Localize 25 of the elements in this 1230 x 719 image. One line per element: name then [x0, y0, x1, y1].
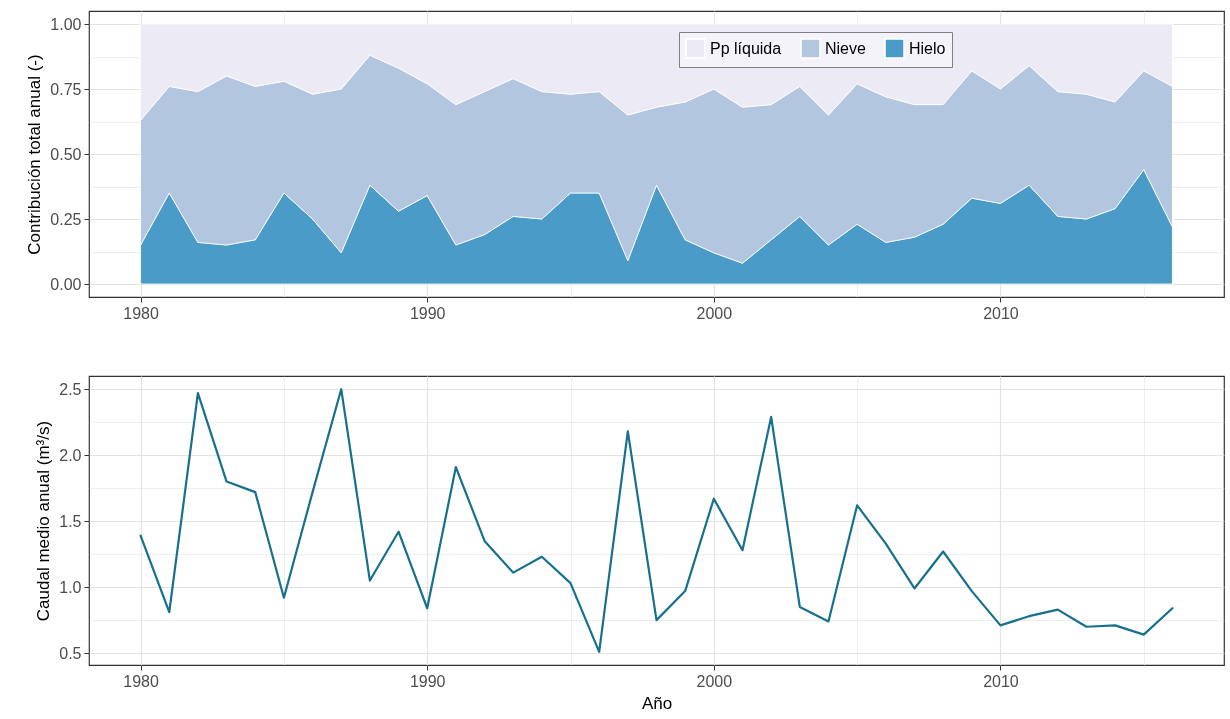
x-tick-label: 2000 — [696, 304, 733, 322]
x-axis-title: Año — [641, 693, 673, 713]
y-tick-label: 1.00 — [50, 15, 82, 33]
x-tick-label: 2000 — [696, 672, 733, 690]
y-tick-label: 0.75 — [50, 80, 82, 98]
y-tick-label: 0.00 — [50, 275, 82, 293]
x-tick-label: 1990 — [409, 672, 446, 690]
legend-label: Hielo — [909, 39, 946, 57]
y-tick-label: 0.25 — [50, 210, 82, 228]
x-tick-label: 2010 — [983, 304, 1019, 322]
x-tick-label: 2010 — [983, 672, 1019, 690]
x-tick-label: 1980 — [123, 304, 159, 322]
y-tick-label: 2.5 — [59, 380, 82, 398]
y-tick-label: 2.0 — [59, 446, 82, 464]
y-tick-label: 0.5 — [59, 644, 82, 662]
x-tick-label: 1980 — [123, 672, 159, 690]
x-tick-label: 1990 — [409, 304, 446, 322]
y-tick-label: 1.0 — [59, 578, 82, 596]
y-axis-title: Contribución total anual (-) — [25, 54, 45, 255]
legend-label: Pp líquida — [710, 39, 782, 57]
y-axis-title: Caudal medio anual (m³/s) — [34, 420, 54, 622]
legend-label: Nieve — [825, 39, 867, 57]
y-tick-label: 0.50 — [50, 145, 82, 163]
line-series — [139, 388, 1174, 653]
y-tick-label: 1.5 — [59, 512, 82, 530]
